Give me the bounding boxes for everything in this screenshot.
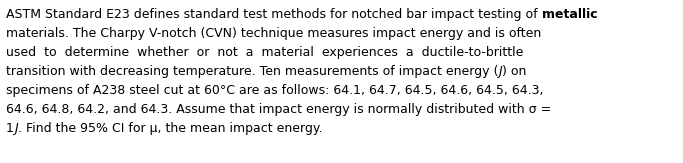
Text: specimens of A238 steel cut at 60°C are as follows: 64.1, 64.7, 64.5, 64.6, 64.5: specimens of A238 steel cut at 60°C are … xyxy=(6,84,544,97)
Text: 1: 1 xyxy=(6,122,14,135)
Text: ASTM Standard E23 defines standard test methods for notched bar impact testing o: ASTM Standard E23 defines standard test … xyxy=(6,8,542,21)
Text: used  to  determine  whether  or  not  a  material  experiences  a  ductile-to-b: used to determine whether or not a mater… xyxy=(6,46,523,59)
Text: materials. The Charpy V-notch (CVN) technique measures impact energy and is ofte: materials. The Charpy V-notch (CVN) tech… xyxy=(6,27,541,40)
Text: metallic: metallic xyxy=(542,8,597,21)
Text: J: J xyxy=(499,65,502,78)
Text: . Find the 95% CI for μ, the mean impact energy.: . Find the 95% CI for μ, the mean impact… xyxy=(18,122,322,135)
Text: 64.6, 64.8, 64.2, and 64.3. Assume that impact energy is normally distributed wi: 64.6, 64.8, 64.2, and 64.3. Assume that … xyxy=(6,103,551,116)
Text: ) on: ) on xyxy=(502,65,527,78)
Text: transition with decreasing temperature. Ten measurements of impact energy (: transition with decreasing temperature. … xyxy=(6,65,499,78)
Text: J: J xyxy=(14,122,18,135)
